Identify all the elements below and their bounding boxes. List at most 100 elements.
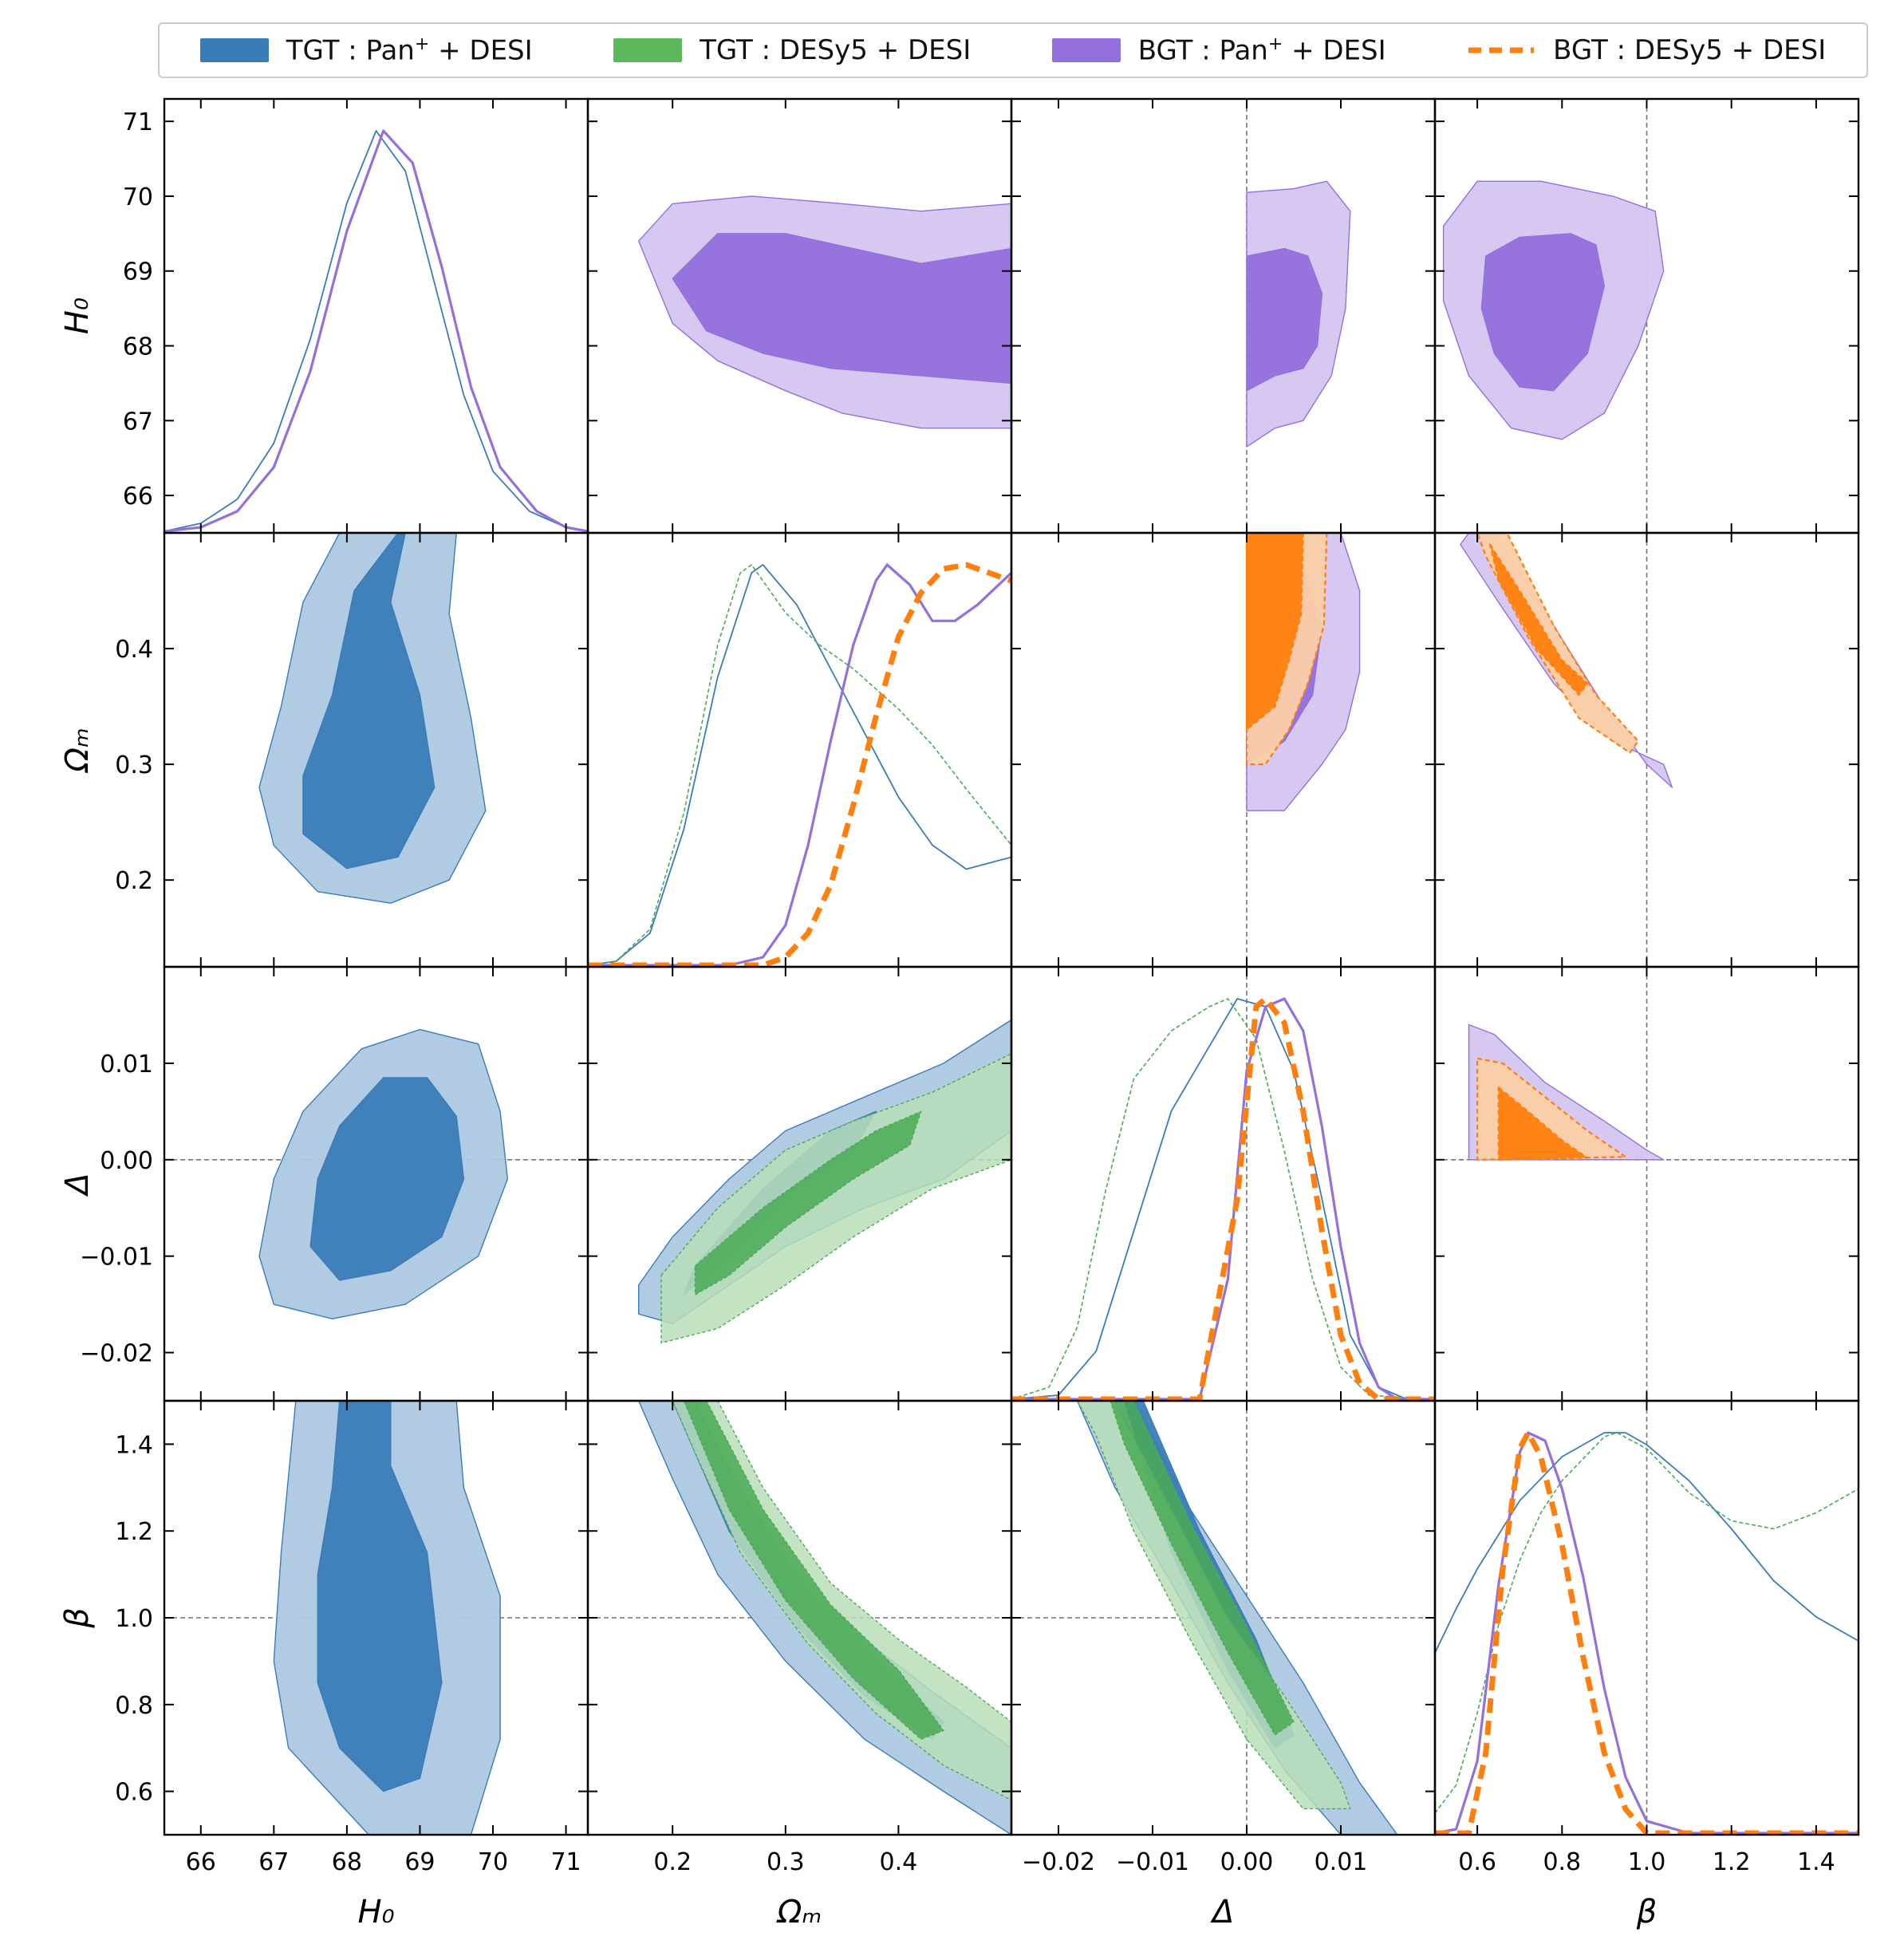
- y-tick-label: 70: [123, 183, 153, 211]
- y-tick-label: 1.0: [115, 1605, 153, 1633]
- contour-group: [258, 1028, 508, 1319]
- x-tick-label: 0.8: [1543, 1848, 1581, 1876]
- y-tick-label: 67: [123, 408, 153, 436]
- contour-group: [638, 1019, 1011, 1344]
- contour-inner: [672, 233, 1011, 385]
- marginal-curve: [588, 564, 1011, 966]
- contour-group: [1442, 180, 1665, 440]
- x-tick-label: 0.4: [880, 1848, 918, 1876]
- contour-group: [273, 1401, 501, 1835]
- y-tick-label: −0.01: [80, 1244, 153, 1272]
- x-tick-label: 0.00: [1220, 1848, 1274, 1876]
- legend-item: TGT : DESy5 + DESI: [613, 34, 971, 66]
- legend-item: TGT : Pan+ + DESI: [199, 34, 533, 67]
- x-tick-label: 71: [550, 1848, 581, 1876]
- marginal-group: [1435, 1430, 1858, 1835]
- marginal-curve: [1011, 998, 1435, 1400]
- contour-inner: [1110, 1401, 1295, 1736]
- panel-frame: [1010, 97, 1437, 534]
- panel-frame: [1010, 965, 1437, 1402]
- x-tick-label: 66: [186, 1848, 216, 1876]
- y-tick-label: −0.02: [80, 1340, 153, 1368]
- contour-inner: [1488, 543, 1589, 696]
- legend-swatch: [1467, 38, 1535, 62]
- contour-inner: [302, 533, 436, 870]
- legend: TGT : Pan+ + DESI TGT : DESy5 + DESI BGT :…: [158, 22, 1868, 78]
- marginal-curve: [588, 563, 1011, 967]
- y-tick-label: 0.3: [115, 751, 153, 779]
- marginal-curve: [588, 562, 1011, 967]
- x-tick-label: 70: [478, 1848, 508, 1876]
- legend-label: TGT : Pan+ + DESI: [286, 34, 533, 67]
- y-axis-title: Ωₘ: [59, 728, 96, 774]
- contour-inner: [1245, 533, 1304, 731]
- x-axis-title: β: [1636, 1894, 1657, 1930]
- legend-swatch: [613, 38, 683, 62]
- x-tick-label: −0.02: [1022, 1848, 1095, 1876]
- legend-swatch: [1051, 37, 1121, 62]
- contour-group: [1245, 533, 1361, 811]
- contour-group: [1468, 1023, 1665, 1161]
- y-tick-label: 0.8: [115, 1692, 153, 1720]
- x-tick-label: 1.2: [1713, 1848, 1751, 1876]
- y-tick-label: 1.2: [115, 1518, 153, 1546]
- contour-group: [1076, 1401, 1398, 1835]
- y-tick-label: 71: [123, 108, 153, 136]
- x-tick-label: 1.0: [1628, 1848, 1666, 1876]
- x-tick-label: 0.2: [653, 1848, 692, 1876]
- contour-group: [258, 533, 487, 904]
- y-tick-label: 68: [123, 333, 153, 361]
- legend-label: BGT : Pan+ + DESI: [1137, 34, 1386, 67]
- panel-frame: [586, 531, 1013, 968]
- contour-inner: [317, 1401, 443, 1792]
- x-tick-label: 1.4: [1797, 1848, 1835, 1876]
- marginal-curve: [1011, 997, 1435, 1401]
- marginal-curve: [1435, 1432, 1858, 1814]
- legend-item: BGT : DESy5 + DESI: [1467, 34, 1826, 66]
- marginal-group: [1011, 996, 1435, 1401]
- panel-frame: [163, 97, 589, 534]
- marginal-group: [164, 129, 588, 533]
- contour-inner: [1497, 1086, 1589, 1161]
- y-axis-title: H₀: [59, 298, 96, 334]
- y-tick-label: 0.2: [115, 867, 153, 895]
- y-tick-label: 0.01: [100, 1051, 153, 1079]
- contour-inner: [1480, 233, 1606, 392]
- contour-inner: [309, 1077, 465, 1281]
- y-axis-title: β: [59, 1607, 96, 1629]
- y-tick-label: 0.6: [115, 1779, 153, 1807]
- contour-inner: [683, 1401, 944, 1741]
- contour-group: [1460, 533, 1673, 788]
- contour-outer: [660, 1053, 1011, 1344]
- marginal-curve: [1435, 1430, 1858, 1835]
- y-tick-label: 69: [123, 258, 153, 286]
- x-tick-label: −0.01: [1116, 1848, 1189, 1876]
- x-tick-label: 69: [404, 1848, 435, 1876]
- contour-inner: [694, 1110, 922, 1295]
- marginal-curve: [588, 564, 1011, 966]
- x-tick-label: 0.6: [1458, 1848, 1496, 1876]
- contour-group: [638, 195, 1011, 429]
- y-tick-label: 0.4: [115, 636, 153, 664]
- y-tick-label: 1.4: [115, 1431, 153, 1459]
- x-axis-title: Δ: [1210, 1894, 1234, 1930]
- x-tick-label: 68: [332, 1848, 362, 1876]
- legend-item: BGT : Pan+ + DESI: [1051, 34, 1386, 67]
- marginal-curve: [1435, 1432, 1858, 1654]
- contour-group: [1246, 180, 1351, 448]
- x-tick-label: 0.01: [1315, 1848, 1368, 1876]
- legend-swatch: [199, 37, 269, 62]
- contour-inner: [1246, 247, 1323, 392]
- x-tick-label: 67: [258, 1848, 289, 1876]
- y-tick-label: 0.00: [100, 1147, 153, 1175]
- marginal-curve: [164, 129, 588, 533]
- legend-label: BGT : DESy5 + DESI: [1553, 34, 1827, 66]
- marginal-group: [588, 562, 1011, 967]
- x-axis-title: H₀: [357, 1894, 394, 1930]
- y-tick-label: 66: [123, 483, 153, 511]
- y-axis-title: Δ: [59, 1173, 96, 1197]
- x-axis-title: Ωₘ: [776, 1894, 822, 1930]
- contour-group: [638, 1401, 1011, 1835]
- marginal-curve: [164, 130, 588, 532]
